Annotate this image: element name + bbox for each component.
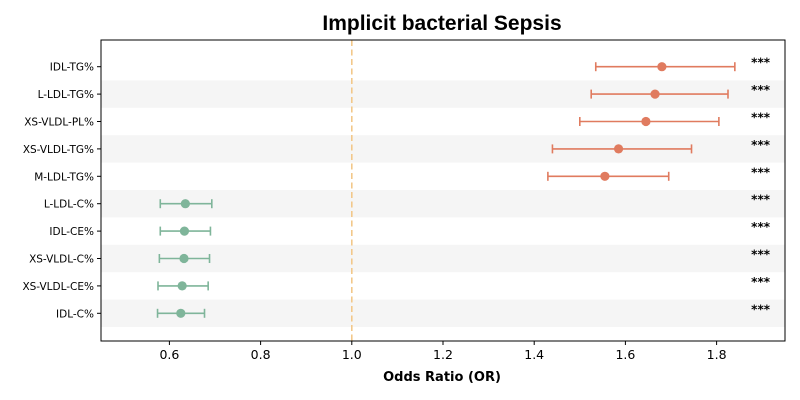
or-point: [176, 308, 186, 318]
y-tick-label: M-LDL-TG%: [34, 171, 94, 183]
or-point: [179, 226, 190, 236]
or-point: [650, 89, 660, 99]
x-tick-label: 0.8: [251, 347, 271, 362]
or-point: [179, 253, 189, 264]
or-point: [613, 144, 624, 154]
y-tick-label: XS-VLDL-PL%: [24, 117, 94, 129]
or-point: [657, 62, 667, 72]
x-tick-label: 1.2: [433, 347, 453, 362]
significance-label: ***: [751, 220, 771, 234]
or-point: [177, 281, 187, 291]
or-point: [641, 116, 651, 127]
plot-marks: *** *** *** *** *** *** *** *** *** ***: [156, 56, 771, 318]
significance-label: ***: [751, 83, 771, 97]
or-point: [600, 171, 610, 181]
y-tick-label: IDL-C%: [56, 308, 94, 320]
row-stripe: [101, 299, 785, 327]
or-point: [180, 199, 190, 209]
y-tick-label: IDL-TG%: [50, 62, 94, 74]
row-stripe: [101, 244, 785, 273]
y-tick-label: L-LDL-TG%: [38, 89, 94, 101]
row-stripe: [101, 190, 785, 218]
significance-label: ***: [751, 138, 771, 152]
x-tick-label: 1.6: [615, 347, 635, 362]
y-tick-label: XS-VLDL-C%: [29, 254, 94, 266]
significance-label: ***: [751, 275, 771, 289]
significance-label: ***: [751, 248, 771, 262]
significance-label: ***: [751, 302, 771, 316]
y-tick-label: L-LDL-C%: [44, 199, 94, 211]
significance-label: ***: [751, 56, 771, 70]
x-tick-label: 1.0: [342, 347, 362, 362]
significance-label: ***: [751, 193, 771, 207]
significance-label: ***: [751, 165, 771, 179]
x-axis-label: Odds Ratio (OR): [383, 370, 501, 385]
chart-title: Implicit bacterial Sepsis: [322, 12, 561, 35]
x-tick-label: 0.6: [159, 347, 179, 362]
y-tick-label: XS-VLDL-CE%: [22, 281, 94, 293]
x-tick-label: 1.8: [707, 347, 727, 362]
x-axis: 0.6 0.8 1.0 1.2 1.4 1.6 1.8: [159, 341, 727, 362]
y-tick-label: XS-VLDL-TG%: [23, 144, 94, 156]
significance-label: ***: [751, 111, 771, 125]
x-tick-label: 1.4: [524, 347, 544, 362]
y-axis: IDL-TG% L-LDL-TG% XS-VLDL-PL% XS-VLDL-TG% M-…: [22, 62, 101, 320]
y-tick-label: IDL-CE%: [49, 226, 94, 238]
